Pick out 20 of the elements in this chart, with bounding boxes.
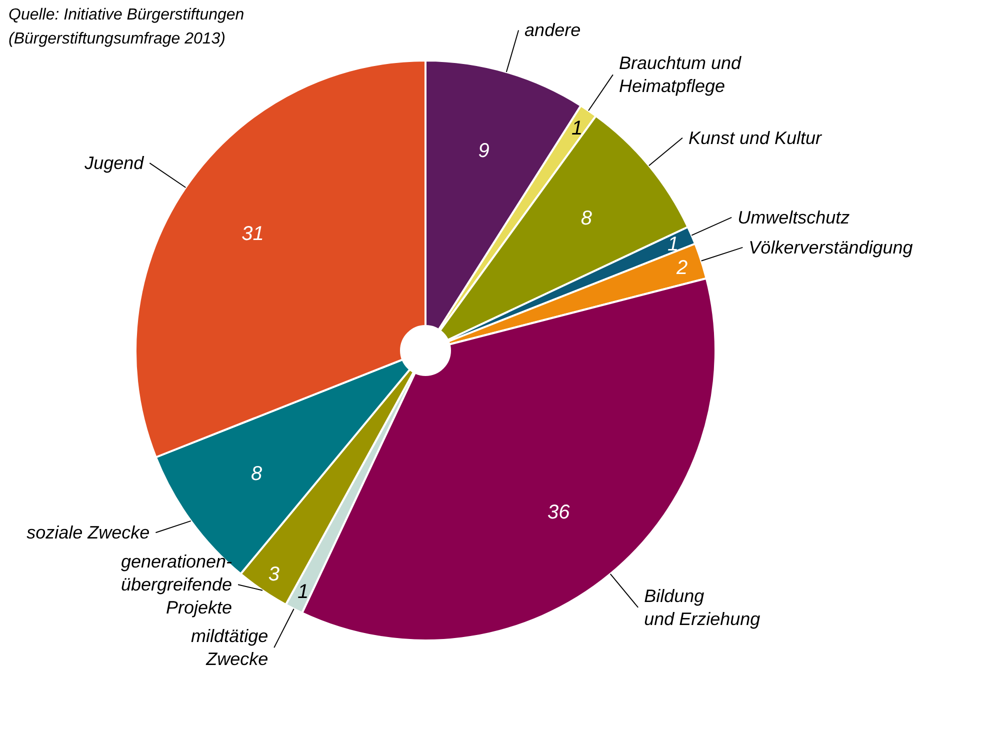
data-label: 9 [478,140,490,162]
source-note: Quelle: Initiative Bürgerstiftungen (Bürgerstiftungsumfrage 2013) [8,6,244,48]
slice-label: Völkerverständigung [748,237,913,258]
slice-label: Brauchtum und Heimatpflege [618,53,742,96]
data-label: 1 [297,580,309,603]
slice-label: Kunst und Kultur [688,128,823,148]
data-label: 36 [547,501,571,524]
data-label: 8 [251,463,262,486]
data-label: 1 [572,117,583,140]
slice-label: Jugend [84,153,145,174]
slice-label: andere [524,20,581,40]
slice-label: soziale Zwecke [26,522,150,543]
data-label: 31 [242,223,264,246]
data-label: 3 [268,564,280,586]
slice-label: Umweltschutz [738,207,850,228]
slice-label: Bildung und Erziehung [644,586,760,629]
data-label: 1 [667,233,679,256]
data-label: 8 [580,207,592,230]
slice-label: mildtätige Zwecke [191,626,268,670]
data-label: 2 [675,257,688,280]
